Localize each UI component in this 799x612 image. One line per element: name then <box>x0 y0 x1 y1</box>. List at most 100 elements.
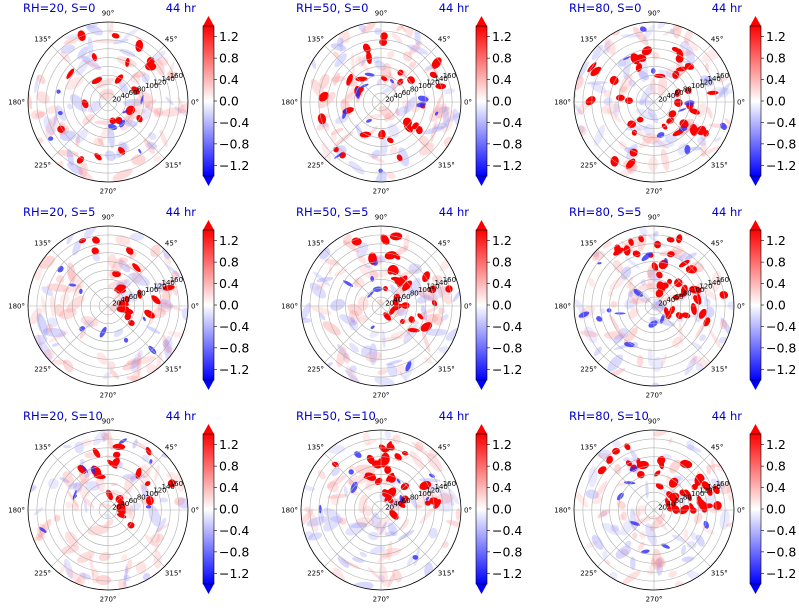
radial-tick-label: 120 <box>699 79 712 87</box>
angular-tick-label: 315° <box>438 365 455 373</box>
field-speck <box>125 559 133 574</box>
field-speck <box>629 556 636 571</box>
strong-updraft-blob <box>415 125 423 135</box>
field-speck <box>153 155 162 162</box>
colorbar-tick-label: −0.4 <box>766 115 796 130</box>
field-speck <box>438 489 455 507</box>
strong-updraft-blob <box>679 504 690 515</box>
angular-tick-label: 270° <box>646 188 663 196</box>
field-speck <box>148 505 161 527</box>
field-speck <box>676 475 683 481</box>
strong-updraft-blob <box>66 68 75 79</box>
field-speck <box>62 284 82 294</box>
field-speck <box>601 523 622 536</box>
angular-tick-label: 0° <box>464 303 472 311</box>
colorbar: 1.2 0.8 0.4 0.0 −0.4 −0.8 −1.2 <box>202 220 249 390</box>
field-speck <box>443 88 456 95</box>
field-speck <box>699 334 707 342</box>
colorbar-tick-label: 1.2 <box>492 437 512 452</box>
field-speck <box>628 298 651 304</box>
field-speck <box>647 269 660 283</box>
field-speck <box>622 457 630 462</box>
strong-updraft-blob <box>109 117 117 125</box>
field-speck <box>132 349 144 369</box>
field-speck <box>335 115 349 124</box>
strong-updraft-blob <box>364 472 377 481</box>
radial-tick-label: 40 <box>666 296 675 304</box>
field-speck <box>165 264 184 280</box>
strong-updraft-blob <box>703 317 711 327</box>
radial-tick-label: 40 <box>120 500 129 508</box>
strong-updraft-blob <box>162 284 175 291</box>
field-speck <box>726 485 734 504</box>
strong-updraft-blob <box>383 312 392 321</box>
panel-title: RH=20, S=5 <box>23 205 95 219</box>
strong-updraft-blob <box>435 83 447 90</box>
colorbar-tick-label: 1.2 <box>766 437 786 452</box>
strong-updraft-blob <box>678 259 690 268</box>
field-speck <box>590 82 607 94</box>
field-speck <box>594 250 605 261</box>
strong-updraft-blob <box>78 238 87 244</box>
downdraft-blob <box>677 108 687 112</box>
field-speck <box>706 106 713 119</box>
colorbar-tick-label: 0.0 <box>492 94 512 109</box>
field-speck <box>446 520 461 529</box>
field-speck <box>334 268 348 277</box>
strong-updraft-blob <box>712 485 720 495</box>
strong-updraft-blob <box>671 499 677 509</box>
field-speck <box>132 439 138 449</box>
field-speck <box>389 145 398 155</box>
field-speck <box>59 477 70 483</box>
field-speck <box>365 113 382 121</box>
strong-updraft-blob <box>317 113 327 125</box>
colorbar-extend-min <box>750 176 761 186</box>
colorbar-tick-label: 0.8 <box>492 255 512 270</box>
radial-tick-label: 20 <box>385 504 394 512</box>
radial-tick-label: 80 <box>410 289 419 297</box>
field-speck <box>411 441 430 457</box>
field-speck <box>380 81 402 95</box>
field-speck <box>103 513 112 519</box>
angular-gridline <box>653 101 711 159</box>
downdraft-blob <box>629 521 641 526</box>
field-speck <box>440 314 449 322</box>
downdraft-blob <box>342 108 347 120</box>
downdraft-blob <box>149 459 153 464</box>
colorbar-extend-max <box>476 424 487 434</box>
field-speck <box>354 278 359 289</box>
downdraft-blob <box>57 110 63 116</box>
downdraft-blob <box>367 290 374 298</box>
colorbar-tick-label: 0.8 <box>492 51 512 66</box>
field-speck <box>586 81 608 85</box>
radial-tick-label: 140 <box>707 483 720 491</box>
field-speck <box>678 322 684 346</box>
field-speck <box>313 271 331 287</box>
angular-gridline <box>107 305 165 363</box>
field-speck <box>123 501 136 520</box>
angular-tick-label: 270° <box>100 596 117 604</box>
field-speck <box>378 574 385 581</box>
field-speck <box>120 114 134 131</box>
radial-tick-label: 100 <box>691 490 704 498</box>
angular-tick-label: 225° <box>34 569 51 577</box>
field-speck <box>143 103 162 116</box>
polar-frame <box>300 21 462 183</box>
colorbar-gradient <box>203 26 214 176</box>
colorbar-gradient <box>476 230 487 380</box>
field-speck <box>327 493 348 499</box>
field-speck <box>67 161 84 175</box>
angular-tick-label: 315° <box>438 161 455 169</box>
field-speck <box>642 133 660 144</box>
field-speck <box>92 252 100 262</box>
panel-time-label: 44 hr <box>439 409 470 423</box>
field-speck <box>56 149 79 157</box>
strong-updraft-blob <box>615 94 625 101</box>
radial-tick-label: 100 <box>145 82 158 90</box>
radial-tick-label: 140 <box>161 279 174 287</box>
field-speck <box>669 459 681 474</box>
downdraft-blob <box>79 288 83 294</box>
strong-updraft-blob <box>116 284 126 291</box>
